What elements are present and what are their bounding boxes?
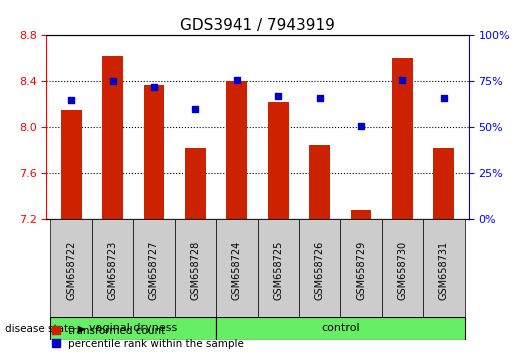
Text: GSM658729: GSM658729 bbox=[356, 241, 366, 301]
Bar bbox=[382, 219, 423, 322]
Legend: transformed count, percentile rank within the sample: transformed count, percentile rank withi… bbox=[52, 326, 244, 349]
Bar bbox=[299, 219, 340, 322]
Text: GSM658724: GSM658724 bbox=[232, 241, 242, 301]
Bar bbox=[133, 219, 175, 322]
Bar bbox=[50, 219, 92, 322]
Text: GSM658725: GSM658725 bbox=[273, 241, 283, 301]
Point bbox=[67, 97, 75, 103]
Bar bbox=[392, 58, 413, 219]
Bar bbox=[434, 148, 454, 219]
Bar bbox=[61, 110, 81, 219]
Point bbox=[150, 84, 158, 90]
Bar bbox=[351, 210, 371, 219]
Point bbox=[398, 77, 406, 82]
Bar bbox=[216, 219, 258, 322]
Text: control: control bbox=[321, 323, 359, 333]
Text: GSM658728: GSM658728 bbox=[191, 241, 200, 301]
Bar bbox=[102, 56, 123, 219]
Text: GSM658722: GSM658722 bbox=[66, 241, 76, 301]
Point bbox=[440, 95, 448, 101]
Bar bbox=[309, 145, 330, 219]
Text: disease state ▶: disease state ▶ bbox=[5, 323, 86, 333]
Point bbox=[274, 93, 282, 99]
Title: GDS3941 / 7943919: GDS3941 / 7943919 bbox=[180, 18, 335, 33]
Text: GSM658730: GSM658730 bbox=[398, 241, 407, 301]
Bar bbox=[216, 317, 465, 340]
Bar bbox=[268, 102, 288, 219]
Bar bbox=[144, 85, 164, 219]
Point bbox=[191, 106, 199, 112]
Bar bbox=[423, 219, 465, 322]
Point bbox=[109, 79, 117, 84]
Text: GSM658727: GSM658727 bbox=[149, 241, 159, 301]
Point bbox=[357, 123, 365, 129]
Text: GSM658726: GSM658726 bbox=[315, 241, 324, 301]
Bar bbox=[227, 81, 247, 219]
Bar bbox=[50, 317, 216, 340]
Text: GSM658723: GSM658723 bbox=[108, 241, 117, 301]
Text: GSM658731: GSM658731 bbox=[439, 241, 449, 301]
Point bbox=[316, 95, 324, 101]
Bar bbox=[185, 148, 206, 219]
Bar bbox=[340, 219, 382, 322]
Bar bbox=[175, 219, 216, 322]
Point bbox=[233, 77, 241, 82]
Bar bbox=[92, 219, 133, 322]
Text: vaginal dryness: vaginal dryness bbox=[89, 323, 178, 333]
Bar bbox=[258, 219, 299, 322]
